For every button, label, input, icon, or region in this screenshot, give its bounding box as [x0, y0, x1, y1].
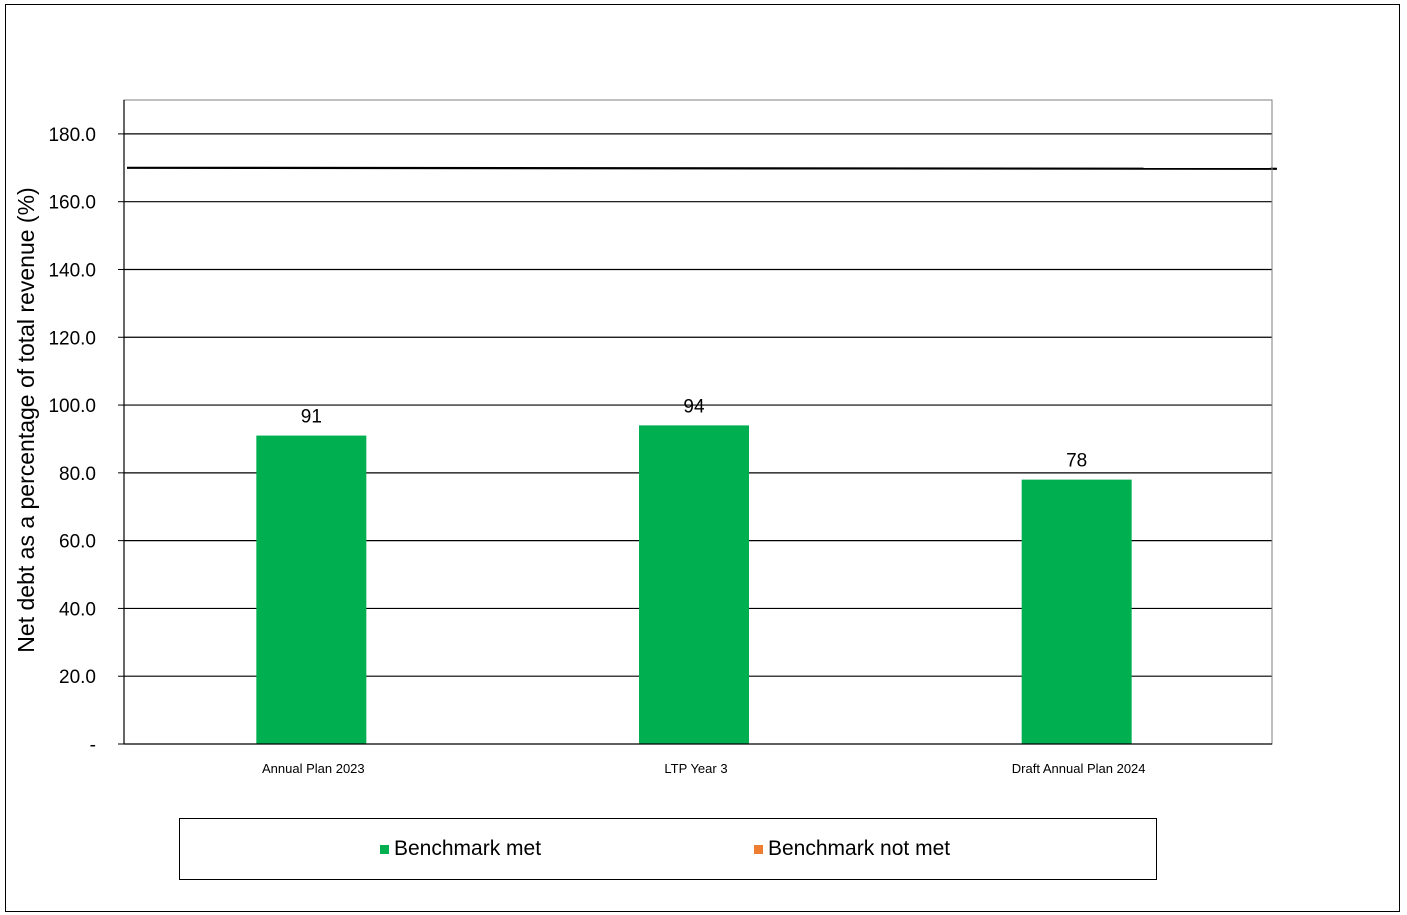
legend-swatch-benchmark-met: [380, 844, 389, 854]
legend: Benchmark met Benchmark not met: [179, 818, 1157, 880]
x-tick-label: Draft Annual Plan 2024: [1012, 761, 1146, 776]
y-tick-label: 80.0: [59, 464, 96, 485]
legend-swatch-benchmark-not-met: [754, 844, 763, 854]
y-tick-label: 20.0: [59, 667, 96, 688]
y-tick-label: 180.0: [48, 125, 96, 146]
bar: [639, 425, 749, 744]
legend-label-benchmark-not-met: Benchmark not met: [768, 837, 951, 860]
bar: [1021, 479, 1132, 744]
legend-item-benchmark-met: Benchmark met: [380, 837, 541, 861]
data-label: 94: [683, 396, 705, 417]
axes: - 20.0 40.0 60.0 80.0 100.0 120.0 140.0 160.0 180…: [48, 99, 1273, 776]
y-tick-label: 160.0: [48, 193, 96, 214]
bars: 91 94 78: [256, 396, 1132, 744]
y-tick-label: 120.0: [48, 328, 96, 349]
y-tick-label: 140.0: [48, 260, 96, 281]
legend-item-benchmark-not-met: Benchmark not met: [754, 837, 950, 861]
x-tick-label: LTP Year 3: [664, 761, 727, 776]
y-tick-label: 60.0: [59, 532, 96, 553]
x-tick-label: Annual Plan 2023: [262, 761, 365, 776]
benchmark-line: [126, 166, 1278, 170]
y-tick-label: -: [90, 735, 96, 756]
y-tick-label: 40.0: [59, 599, 96, 620]
legend-label-benchmark-met: Benchmark met: [394, 837, 542, 860]
bar: [256, 435, 367, 744]
data-label: 91: [301, 407, 322, 428]
benchmark-layer: [126, 166, 1278, 170]
y-tick-label: 100.0: [48, 396, 96, 417]
y-axis-label: Net debt as a percentage of total revenu…: [13, 187, 39, 652]
data-label: 78: [1066, 451, 1087, 472]
